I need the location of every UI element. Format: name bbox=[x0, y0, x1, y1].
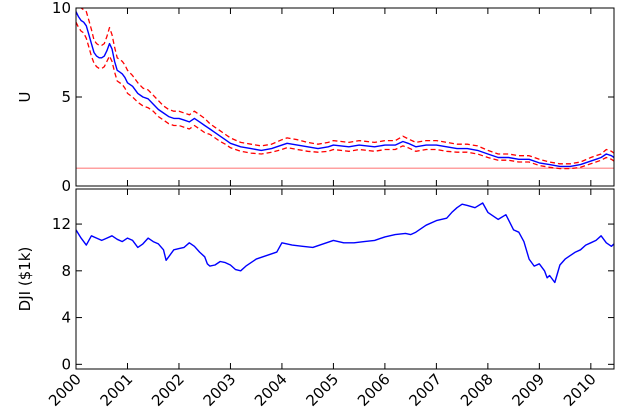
u-ytick-label: 5 bbox=[61, 88, 71, 106]
dji-ytick-label: 8 bbox=[61, 262, 71, 280]
u-series-lower-band bbox=[76, 21, 614, 170]
xtick-label: 2003 bbox=[200, 370, 240, 410]
dji-series bbox=[76, 202, 614, 284]
u-axis-label: U bbox=[16, 92, 34, 103]
u-panel: U 0 5 10 bbox=[16, 0, 615, 195]
u-ytick-label: 0 bbox=[61, 177, 71, 195]
xtick-label: 2009 bbox=[508, 370, 548, 410]
xtick-label: 2000 bbox=[45, 370, 85, 410]
xtick-label: 2001 bbox=[97, 370, 137, 410]
dji-panel: DJI ($1k) 0 4 8 12 2000 2001 2002 2003 2004 2005… bbox=[16, 8, 615, 410]
u-series bbox=[76, 8, 614, 170]
xtick-label: 2002 bbox=[148, 370, 188, 410]
u-axis-ticks: 0 5 10 bbox=[52, 0, 614, 195]
xtick-label: 2006 bbox=[354, 370, 394, 410]
xtick-label: 2004 bbox=[251, 370, 291, 410]
u-ytick-label: 10 bbox=[52, 0, 71, 17]
dji-series-DJI bbox=[76, 202, 614, 284]
dji-ytick-label: 12 bbox=[52, 215, 71, 233]
dji-plot-frame bbox=[75, 188, 615, 370]
u-series-estimate bbox=[76, 11, 614, 168]
xtick-label: 2010 bbox=[560, 370, 600, 410]
xtick-label: 2007 bbox=[405, 370, 445, 410]
u-plot-frame bbox=[75, 7, 615, 187]
dji-ytick-label: 0 bbox=[61, 355, 71, 373]
dji-axis-ticks: 0 4 8 12 bbox=[52, 215, 614, 373]
year-axis-ticks: 2000 2001 2002 2003 2004 2005 2006 2007 2008 2009… bbox=[45, 8, 600, 410]
xtick-label: 2008 bbox=[457, 370, 497, 410]
u-series-upper-band bbox=[80, 8, 614, 165]
xtick-label: 2005 bbox=[303, 370, 343, 410]
dji-axis-label: DJI ($1k) bbox=[16, 247, 34, 312]
dji-ytick-label: 4 bbox=[61, 309, 71, 327]
